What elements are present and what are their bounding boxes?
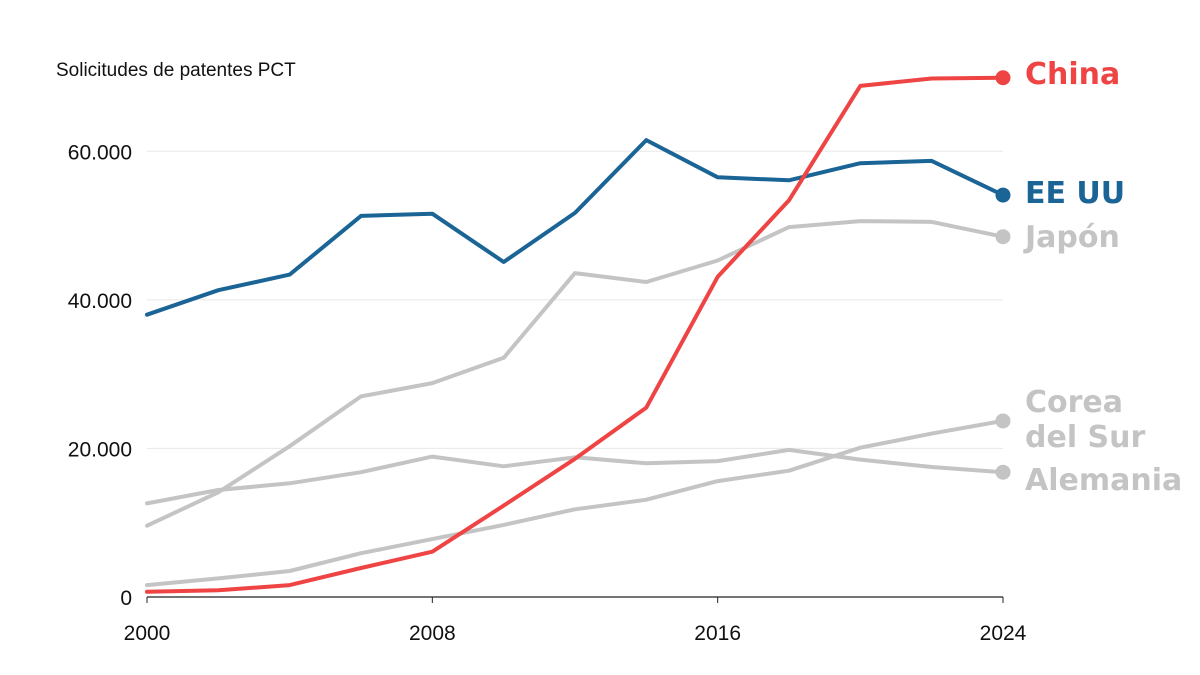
y-tick-label: 60.000 (68, 141, 132, 164)
gridlines (147, 150, 1003, 598)
series-end-point-china (995, 70, 1011, 86)
axis-ticks: 0 20.000 40.000 60.000 2000 2008 2016 2024 (68, 141, 1027, 645)
series-label: EE UU (1025, 176, 1125, 211)
series-end-point-alemania (995, 464, 1011, 480)
series-line-china (145, 75, 1005, 594)
series-label: Japón (1023, 220, 1120, 255)
y-tick-label: 20.000 (68, 438, 132, 461)
series-label: China (1025, 57, 1120, 92)
y-tick-label: 40.000 (68, 290, 132, 313)
y-tick-label: 0 (120, 587, 132, 610)
x-tick-label: 2024 (980, 622, 1027, 645)
y-axis-title: Solicitudes de patentes PCT (56, 60, 296, 81)
series-end-point-corea-del-sur (995, 413, 1011, 429)
series-lines (145, 70, 1011, 594)
series-end-point-ee-uu (995, 187, 1011, 203)
series-line-japon (145, 219, 1005, 528)
series-label: del Sur (1025, 420, 1146, 455)
x-tick-label: 2016 (694, 622, 741, 645)
series-line-corea-del-sur (145, 418, 1005, 588)
series-line-ee-uu (145, 138, 1005, 317)
series-label: Corea (1025, 385, 1123, 420)
x-tick-label: 2000 (124, 622, 171, 645)
series-label: Alemania (1025, 463, 1182, 498)
x-tick-label: 2008 (409, 622, 456, 645)
series-end-point-japon (995, 229, 1011, 245)
